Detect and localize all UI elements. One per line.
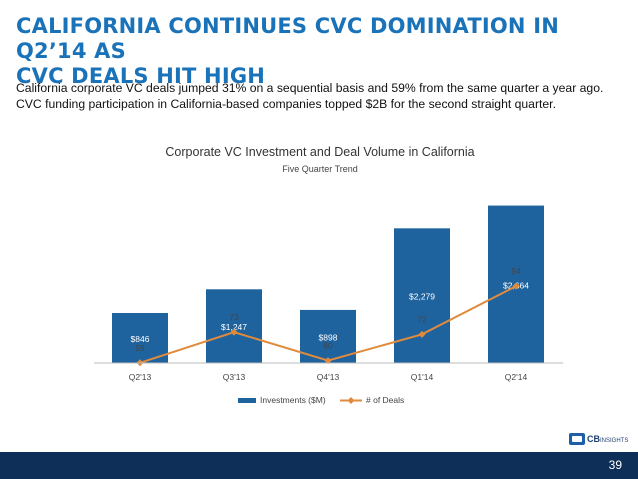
logo-text: CBINSIGHTS (587, 434, 629, 444)
footer-bar: 39 (0, 452, 638, 479)
bar-value-label: $898 (319, 332, 338, 342)
x-tick-label: Q2'14 (505, 372, 528, 382)
deals-value-label: 59 (135, 343, 145, 353)
chart-subtitle: Five Quarter Trend (282, 164, 358, 174)
legend-marker-deals (347, 397, 355, 404)
bar-value-label: $2,279 (409, 292, 435, 302)
chart: Corporate VC Investment and Deal Volume … (94, 145, 563, 405)
legend-label-investments: Investments ($M) (260, 395, 326, 405)
bar-0 (112, 313, 168, 363)
slide-title-line1: CALIFORNIA CONTINUES CVC DOMINATION IN Q… (16, 14, 560, 63)
cb-insights-logo: CBINSIGHTS (569, 432, 628, 446)
bar-1 (206, 289, 262, 363)
x-tick-label: Q1'14 (411, 372, 434, 382)
slide-title-line2: CVC DEALS HIT HIGH (16, 64, 266, 88)
x-tick-label: Q2'13 (129, 372, 152, 382)
deals-value-label: 60 (323, 341, 333, 351)
x-tick-label: Q4'13 (317, 372, 340, 382)
deals-point-1 (230, 328, 238, 336)
bar-value-label: $1,247 (221, 322, 247, 332)
x-tick-label: Q3'13 (223, 372, 246, 382)
deals-point-2 (324, 357, 332, 365)
deals-value-label: 73 (229, 312, 239, 322)
slide-title: CALIFORNIA CONTINUES CVC DOMINATION IN Q… (16, 14, 626, 89)
bar-value-label: $846 (131, 334, 150, 344)
slide-subtitle: California corporate VC deals jumped 31%… (16, 81, 604, 111)
cb-logo-icon (569, 433, 585, 445)
deals-point-3 (418, 330, 426, 338)
deals-point-4 (512, 282, 520, 290)
deals-value-label: 94 (511, 266, 521, 276)
legend-swatch-investments (238, 398, 256, 403)
legend-label-deals: # of Deals (366, 395, 404, 405)
deals-value-label: 72 (417, 314, 427, 324)
page-number: 39 (608, 458, 622, 472)
chart-title: Corporate VC Investment and Deal Volume … (165, 145, 474, 159)
